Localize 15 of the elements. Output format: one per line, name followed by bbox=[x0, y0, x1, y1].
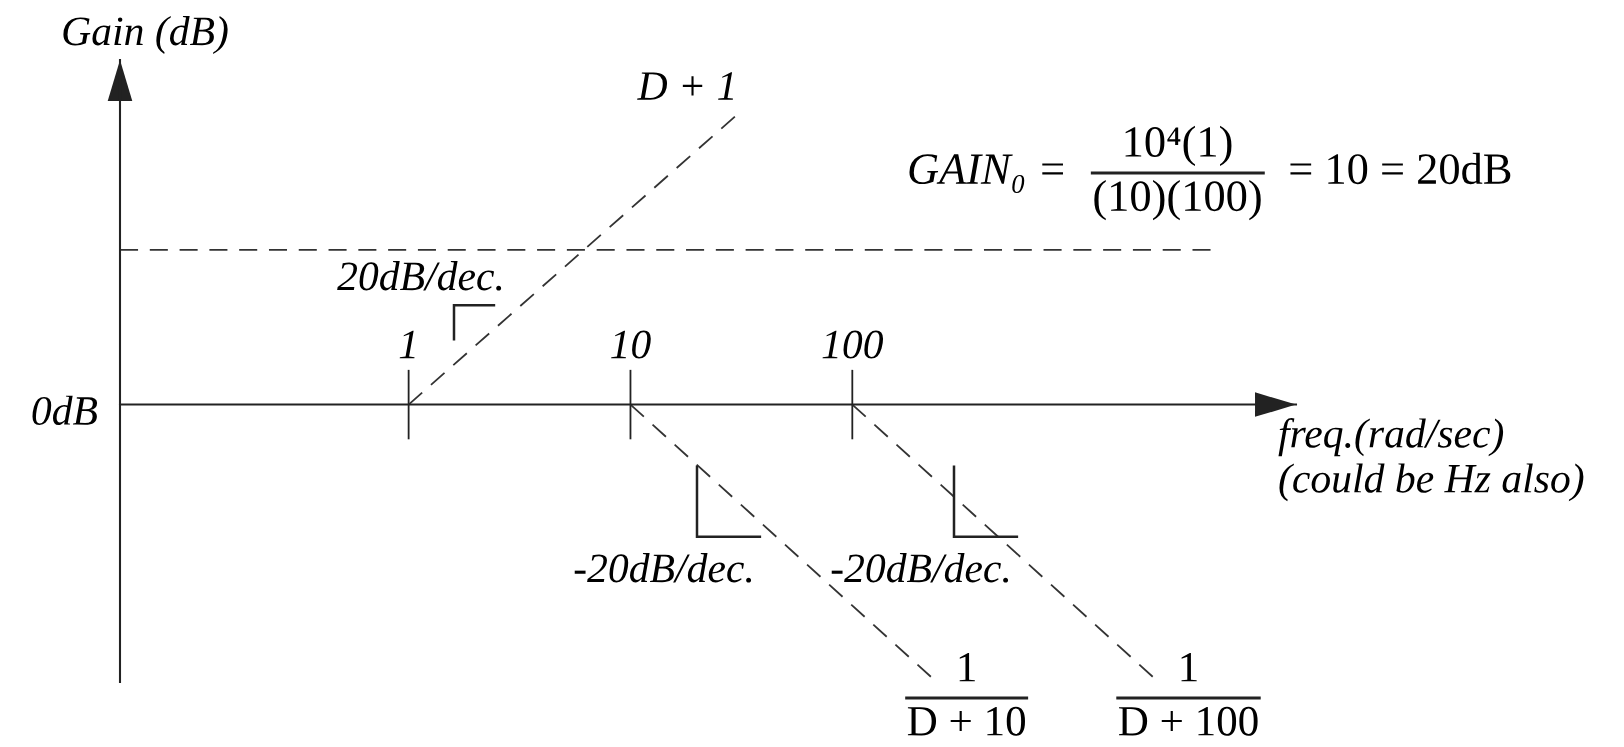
text: 0dB bbox=[32, 395, 98, 426]
annotation: 10⁴(1) (10)(100) bbox=[1094, 125, 1261, 221]
annotation: 20dB/dec. bbox=[337, 261, 502, 291]
annotation: = 10 = 20dB bbox=[1290, 152, 1511, 185]
series-label: 1 D + 10 bbox=[907, 652, 1025, 736]
x-tick-label: 1 bbox=[399, 330, 415, 359]
annotation: -20dB/dec. bbox=[831, 553, 1009, 583]
x-axis-title: freq.(rad/sec) (could be Hz also) bbox=[1278, 418, 1584, 502]
series-label: D + 1 bbox=[637, 72, 733, 100]
annotation: GAIN₀ = bbox=[909, 154, 1063, 194]
series-label: 1 D + 100 bbox=[1119, 652, 1258, 736]
x-tick-label: 10 bbox=[611, 330, 651, 359]
y-axis-title: Gain (dB) bbox=[63, 16, 228, 54]
annotation: -20dB/dec. bbox=[574, 553, 752, 583]
x-tick-label: 100 bbox=[822, 330, 884, 359]
